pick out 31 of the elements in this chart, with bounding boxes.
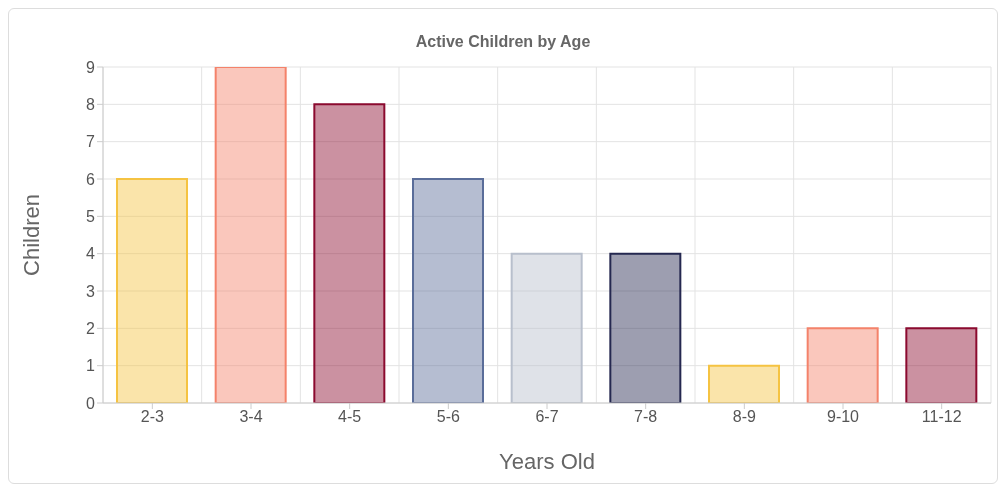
y-tick-label: 9: [86, 58, 96, 76]
y-tick-label: 2: [86, 320, 96, 338]
bar: [412, 178, 484, 403]
x-tick-label: 11-12: [921, 408, 962, 426]
y-tick-label: 5: [86, 208, 96, 226]
y-tick-label: 6: [86, 170, 96, 188]
y-tick-label: 3: [86, 282, 96, 300]
x-tick-label: 4-5: [338, 408, 362, 426]
bar: [806, 327, 879, 403]
bar: [116, 178, 188, 403]
x-tick-label: 6-7: [535, 408, 559, 426]
y-tick-label: 1: [86, 357, 96, 375]
x-tick-label: 5-6: [436, 408, 460, 426]
y-tick-label: 0: [86, 394, 96, 412]
bar: [905, 327, 978, 403]
y-axis-title: Children: [18, 194, 44, 276]
x-tick-label: 3-4: [239, 408, 263, 426]
y-tick-label: 8: [86, 96, 96, 114]
bar: [214, 67, 287, 403]
x-tick-label: 2-3: [140, 408, 164, 426]
bar: [609, 252, 682, 403]
bar: [708, 364, 780, 403]
x-tick-label: 8-9: [732, 408, 756, 426]
bar: [510, 252, 583, 403]
y-tick-label: 4: [86, 245, 96, 263]
x-tick-label: 9-10: [826, 408, 860, 426]
x-axis-title: Years Old: [499, 449, 595, 474]
bar: [313, 103, 386, 403]
y-tick-label: 7: [86, 133, 96, 151]
x-tick-label: 7-8: [634, 408, 658, 426]
chart-title: Active Children by Age: [414, 32, 592, 52]
